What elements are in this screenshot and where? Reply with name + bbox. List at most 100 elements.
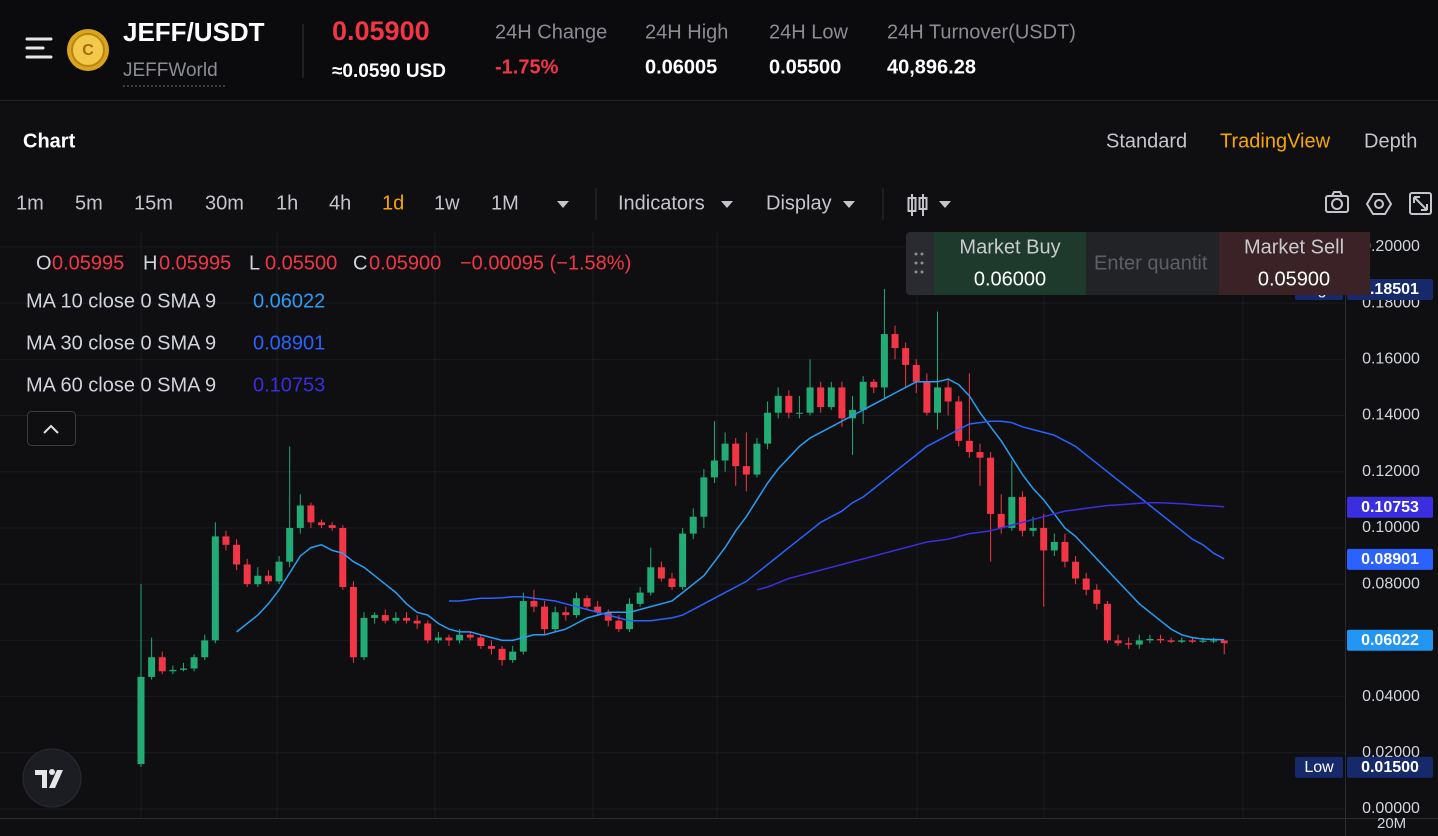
candle-body [583,598,591,607]
chart-panel-bg [0,101,1438,836]
trade-panel: Market Buy 0.06000 Enter quantit Market … [906,232,1370,295]
y-tick-label: 0.04000 [1362,688,1420,705]
price-badge [1347,756,1433,778]
quantity-input[interactable] [1086,232,1219,295]
candle-body [456,634,464,641]
menu-caret[interactable] [843,201,855,208]
price-badge-label: 0.01500 [1361,759,1419,776]
candle-body [604,612,612,621]
candle-body [679,533,687,587]
legend: O 0.05995 H 0.05995 L 0.05500 C 0.05900 −0.00095… [26,252,631,396]
candle-body [912,364,920,382]
interval-button[interactable]: 1d [382,192,404,214]
candle-body [1210,640,1218,642]
candle-body [307,505,315,523]
candle-body [764,412,772,444]
ohlc-key: H [143,252,157,274]
candle-body [626,603,634,630]
ohlc-value: 0.05995 [52,252,124,274]
y-tick-label: 0.10000 [1362,519,1420,536]
candle-body [615,620,623,630]
interval-button[interactable]: 15m [134,192,173,214]
collapse-legend-button[interactable] [27,411,76,446]
candle-body [1018,497,1026,531]
interval-button[interactable]: 5m [75,192,103,214]
ma-legend-value: 0.10753 [253,374,325,396]
candle-body [880,334,888,388]
stat-label: 24H Turnover(USDT) [887,21,1076,43]
candle-body [987,457,995,514]
stat-value: 0.05500 [769,56,841,78]
candle-body [445,637,453,641]
candle-body [158,657,166,672]
candle-body [976,452,984,458]
candle-body [233,544,241,565]
candle-body [806,387,814,413]
candle-body [1029,527,1037,531]
market-sell-button[interactable] [1219,232,1370,295]
camera-icon[interactable] [1325,191,1349,213]
interval-button[interactable]: 30m [205,192,244,214]
view-tab[interactable]: TradingView [1220,130,1331,152]
drag-handle[interactable] [914,252,924,274]
interval-button[interactable]: 4h [329,192,351,214]
view-tab[interactable]: Depth [1364,130,1417,152]
ma-line [236,378,1225,642]
candle-body [466,634,474,638]
candle-body [137,676,145,765]
market-buy-price: 0.06000 [974,268,1046,290]
candle-body [1135,640,1143,645]
header-bg [0,0,1438,100]
candle-body [201,640,209,658]
menu-icon[interactable] [25,37,53,59]
interval-button[interactable]: 1M [491,192,519,214]
fullscreen-icon[interactable] [1409,192,1432,215]
interval-dropdown[interactable] [557,201,569,208]
candle-body [849,409,857,419]
view-tab[interactable]: Standard [1106,130,1187,152]
coin-icon: C [67,29,109,71]
toolbar: 1m 5m 15m 30m 1h 4h 1d 1w 1M Indicators Display [16,192,855,214]
candle-body [1199,640,1207,642]
candle-body [254,575,262,585]
price-badge-label: 0.08901 [1361,551,1419,568]
project-name[interactable]: JEFFWorld [123,60,218,81]
candle-body [487,645,495,649]
menu-caret[interactable] [721,201,733,208]
market-buy-button[interactable] [934,232,1086,295]
candle-body [838,387,846,419]
interval-button[interactable]: 1w [434,192,460,214]
candle-body [668,578,676,587]
candle-body [403,617,410,621]
candle-body [179,668,187,670]
candle-body [753,443,761,475]
candle-body [562,612,570,616]
candle-body [1008,497,1016,528]
y-tick-label: 0.08000 [1362,575,1420,592]
stat-value: 0.06005 [645,56,717,78]
ma-legend-value: 0.08901 [253,332,325,354]
menu-button[interactable]: Display [766,192,832,214]
price-usd: ≈0.0590 USD [332,61,446,82]
candle-body [381,615,389,621]
price-badge-tag-label: Low [1304,759,1334,776]
candle-body [700,477,708,517]
interval-button[interactable]: 1m [16,192,44,214]
candle-body [902,348,910,365]
tradingview-logo[interactable] [22,748,82,808]
last-price: 0.05900 [332,16,430,46]
candle-body [509,651,517,661]
candle-body [328,525,336,528]
stat-label: 24H Low [769,21,848,43]
chart-type-icon[interactable] [907,194,952,216]
interval-button[interactable]: 1h [276,192,298,214]
settings-icon[interactable] [1365,193,1393,215]
menu-button[interactable]: Indicators [618,192,705,214]
candle-body [742,466,750,475]
candle-body [1146,638,1154,641]
candle-body [657,567,665,579]
candle-body [774,395,782,413]
candle-body [551,612,559,630]
candle-body [827,387,835,408]
candle-body [541,606,549,630]
